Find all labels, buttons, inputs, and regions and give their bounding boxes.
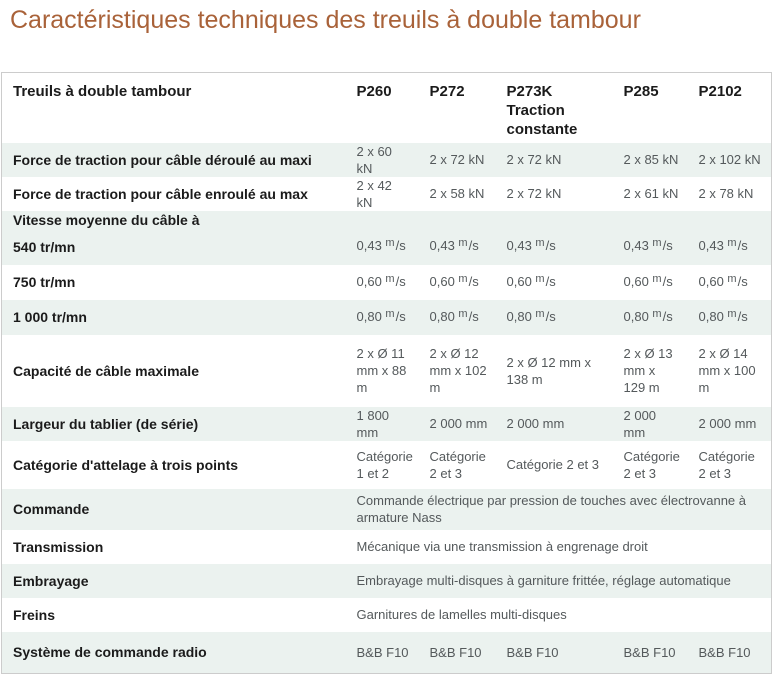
- spec-value: 0,43 m/s: [429, 236, 479, 253]
- column-name: P260: [356, 83, 392, 100]
- spec-value: 0,43 m/s: [623, 236, 673, 253]
- column-name: P2102: [698, 83, 742, 100]
- spec-row-label: Commande: [13, 501, 90, 517]
- spec-row-label-main: Vitesse moyenne du câble à: [13, 211, 200, 228]
- spec-value: 2 x 58 kN: [429, 186, 485, 201]
- spec-value: 2 000 mm: [623, 407, 657, 440]
- table-corner-label: Treuils à double tambour: [13, 83, 192, 100]
- spec-value: 0,80 m/s: [429, 307, 479, 324]
- spec-value-span: Mécanique via une transmission à engrena…: [356, 539, 648, 554]
- spec-row-commande-radio: Système de commande radio B&B F10 B&B F1…: [1, 631, 772, 674]
- column-subtitle: Traction constante: [506, 102, 578, 138]
- spec-value: B&B F10: [356, 644, 409, 660]
- spec-value: 2 x 102 kN: [698, 152, 761, 167]
- spec-value: 0,43 m/s: [506, 236, 556, 253]
- spec-row-traction-enroule: Force de traction pour câble enroulé au …: [2, 177, 772, 211]
- spec-value: 0,80 m/s: [356, 307, 406, 324]
- column-header-p285: P285: [613, 73, 688, 143]
- spec-value: B&B F10: [506, 644, 559, 660]
- spec-value: B&B F10: [698, 644, 751, 660]
- spec-value: 0,60 m/s: [506, 272, 556, 289]
- spec-value: 0,60 m/s: [429, 272, 479, 289]
- spec-value: 0,60 m/s: [698, 272, 748, 289]
- spec-row-label: Vitesse moyenne du câble à 540 tr/mn: [2, 211, 346, 265]
- spec-row-label: Freins: [13, 606, 56, 623]
- spec-value: 2 x 61 kN: [623, 186, 679, 201]
- spec-value: B&B F10: [429, 644, 482, 660]
- spec-row-embrayage: Embrayage Embrayage multi-disques à garn…: [1, 563, 772, 598]
- column-header-p273k: P273K Traction constante: [496, 73, 613, 143]
- spec-value: 2 x 42 kN: [356, 177, 392, 210]
- spec-row-label: Largeur du tablier (de série): [13, 415, 199, 432]
- spec-value: 2 x Ø 14 mm x 100 m: [698, 346, 756, 395]
- spec-value: Catégorie 2 et 3: [698, 448, 755, 481]
- spec-value: Catégorie 2 et 3: [429, 448, 486, 481]
- spec-row-label: Système de commande radio: [13, 644, 207, 661]
- spec-row-vitesse-750: 750 tr/mn 0,60 m/s 0,60 m/s 0,60 m/s 0,6…: [2, 265, 772, 300]
- spec-value: 2 000 mm: [698, 416, 757, 431]
- column-header-p272: P272: [419, 73, 496, 143]
- spec-value: 2 x Ø 13 mm x 129 m: [623, 346, 673, 395]
- spec-value: Catégorie 1 et 2: [356, 448, 413, 481]
- spec-row-freins: Freins Garnitures de lamelles multi-disq…: [2, 598, 772, 632]
- spec-value: 2 x 85 kN: [623, 152, 679, 167]
- spec-value: Catégorie 2 et 3: [623, 448, 680, 481]
- spec-value: B&B F10: [623, 644, 676, 660]
- column-name: P285: [623, 83, 659, 100]
- page-title: Caractéristiques techniques des treuils …: [10, 6, 641, 34]
- spec-value: Catégorie 2 et 3: [506, 457, 600, 472]
- spec-row-label: Transmission: [13, 538, 104, 555]
- spec-value: 0,80 m/s: [623, 307, 673, 324]
- spec-row-label: Embrayage: [13, 572, 89, 589]
- spec-value: 2 000 mm: [429, 416, 488, 431]
- spec-value: 0,80 m/s: [506, 307, 556, 324]
- spec-value: 2 x Ø 11 mm x 88 m: [356, 346, 407, 395]
- spec-value-span: Embrayage multi-disques à garniture frit…: [356, 573, 731, 588]
- spec-value: 0,60 m/s: [623, 272, 673, 289]
- spec-row-traction-deroule: Force de traction pour câble déroulé au …: [1, 142, 772, 177]
- spec-value: 0,80 m/s: [698, 307, 748, 324]
- column-header-p2102: P2102: [688, 73, 772, 143]
- spec-value: 2 x Ø 12 mm x 102 m: [429, 346, 487, 395]
- spec-row-label: 1 000 tr/mn: [13, 309, 87, 325]
- spec-row-label: Capacité de câble maximale: [13, 362, 199, 379]
- spec-value-span: Garnitures de lamelles multi-disques: [356, 607, 567, 622]
- spec-value: 0,43 m/s: [698, 236, 748, 253]
- specs-table: Treuils à double tambour P260 P272 P273K…: [1, 72, 772, 674]
- spec-row-label: Force de traction pour câble enroulé au …: [13, 185, 308, 202]
- spec-value: 0,60 m/s: [356, 272, 406, 289]
- spec-row-categorie-attelage: Catégorie d'attelage à trois points Caté…: [2, 441, 772, 489]
- spec-value-span: Commande électrique par pression de touc…: [356, 493, 747, 525]
- spec-row-vitesse-1000: 1 000 tr/mn 0,80 m/s 0,80 m/s 0,80 m/s 0…: [1, 299, 772, 335]
- spec-value: 2 x Ø 12 mm x 138 m: [506, 354, 592, 387]
- spec-value: 2 x 72 kN: [506, 152, 562, 167]
- spec-row-capacite-cable: Capacité de câble maximale 2 x Ø 11 mm x…: [2, 335, 772, 407]
- spec-row-label: Catégorie d'attelage à trois points: [13, 456, 239, 473]
- spec-row-vitesse-540: Vitesse moyenne du câble à 540 tr/mn 0,4…: [1, 210, 772, 265]
- spec-row-largeur-tablier: Largeur du tablier (de série) 1 800 mm 2…: [1, 406, 772, 441]
- spec-value: 2 x 60 kN: [356, 143, 392, 176]
- spec-row-commande: Commande Commande électrique par pressio…: [1, 488, 772, 530]
- column-header-p260: P260: [346, 73, 419, 143]
- spec-value: 2 000 mm: [506, 416, 565, 431]
- spec-value: 1 800 mm: [356, 407, 390, 440]
- column-name: P273K: [506, 83, 553, 100]
- spec-value: 2 x 72 kN: [506, 186, 562, 201]
- table-header-row: Treuils à double tambour P260 P272 P273K…: [2, 73, 772, 143]
- column-name: P272: [429, 83, 465, 100]
- spec-row-label: Force de traction pour câble déroulé au …: [13, 151, 312, 168]
- spec-value: 0,43 m/s: [356, 236, 406, 253]
- spec-row-transmission: Transmission Mécanique via une transmiss…: [2, 530, 772, 564]
- spec-value: 2 x 78 kN: [698, 186, 754, 201]
- spec-value: 2 x 72 kN: [429, 152, 485, 167]
- spec-row-label-sub: 540 tr/mn: [13, 238, 76, 255]
- spec-row-label: 750 tr/mn: [13, 274, 76, 290]
